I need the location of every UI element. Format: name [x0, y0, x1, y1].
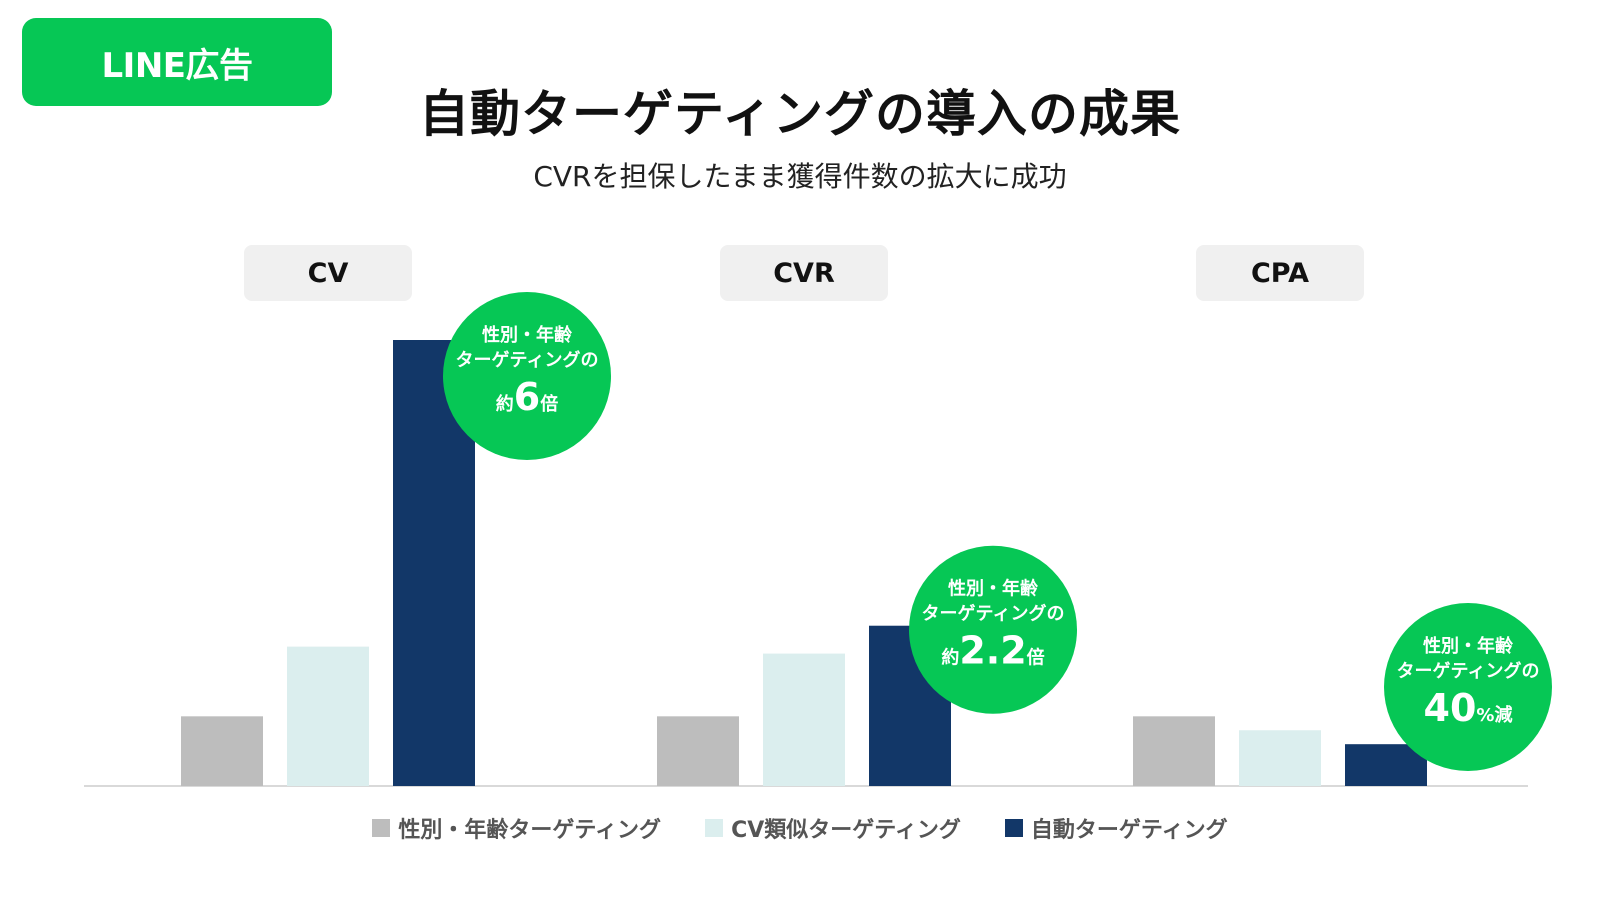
callout-suffix: 倍	[1027, 647, 1045, 669]
category-label: CV	[308, 258, 349, 289]
callout-line-2: ターゲティングの	[922, 603, 1065, 625]
legend-swatch	[372, 819, 391, 837]
chart-legend: 性別・年齢ターゲティング CV類似ターゲティング 自動ターゲティング	[0, 812, 1600, 844]
legend-label: 性別・年齢ターゲティング	[398, 818, 662, 843]
callout-suffix: 倍	[540, 393, 558, 415]
bar-2	[763, 653, 845, 786]
callout-circle	[909, 545, 1077, 714]
category-label: CVR	[773, 258, 835, 289]
callout-prefix: 約	[496, 393, 514, 415]
callout-line-2: ターゲティングの	[1397, 660, 1540, 682]
bar-1	[1133, 716, 1215, 786]
callout-line-2: ターゲティングの	[456, 349, 599, 371]
callout-circle	[443, 292, 611, 460]
category-label-bg	[720, 245, 888, 301]
bar-3	[1345, 744, 1427, 786]
legend-swatch	[1004, 819, 1023, 837]
legend-swatch	[705, 819, 724, 837]
line-ads-badge: LINE広告	[22, 18, 332, 106]
callout-line-1: 性別・年齢	[1423, 635, 1514, 657]
callout-suffix: %減	[1476, 704, 1512, 726]
legend-label: CV類似ターゲティング	[731, 818, 961, 843]
page-subtitle: CVRを担保したまま獲得件数の拡大に成功	[533, 160, 1067, 193]
callout-number: 6	[514, 375, 540, 419]
legend-label: 自動ターゲティング	[1030, 818, 1228, 843]
page-title: 自動ターゲティングの導入の成果	[419, 85, 1181, 143]
category-label: CPA	[1251, 258, 1309, 289]
legend-item-2: CV類似ターゲティング	[705, 812, 961, 844]
bar-1	[657, 716, 739, 786]
callout-number: 40	[1424, 686, 1477, 730]
callout-prefix: 約	[941, 647, 959, 669]
bar-1	[181, 716, 263, 786]
bar-2	[1239, 730, 1321, 786]
callout-value: 約2.2倍	[941, 629, 1044, 673]
legend-item-3: 自動ターゲティング	[1004, 812, 1228, 844]
category-label-bg	[1196, 245, 1364, 301]
callout-value: 40%減	[1424, 686, 1513, 730]
callout-line-1: 性別・年齢	[482, 324, 573, 346]
bar-2	[287, 646, 369, 786]
legend-item-1: 性別・年齢ターゲティング	[372, 812, 661, 844]
callout-number: 2.2	[959, 629, 1026, 673]
callout-line-1: 性別・年齢	[948, 578, 1039, 600]
callout-circle	[1384, 603, 1552, 771]
callout-value: 約6倍	[496, 375, 558, 419]
category-label-bg	[244, 245, 412, 301]
